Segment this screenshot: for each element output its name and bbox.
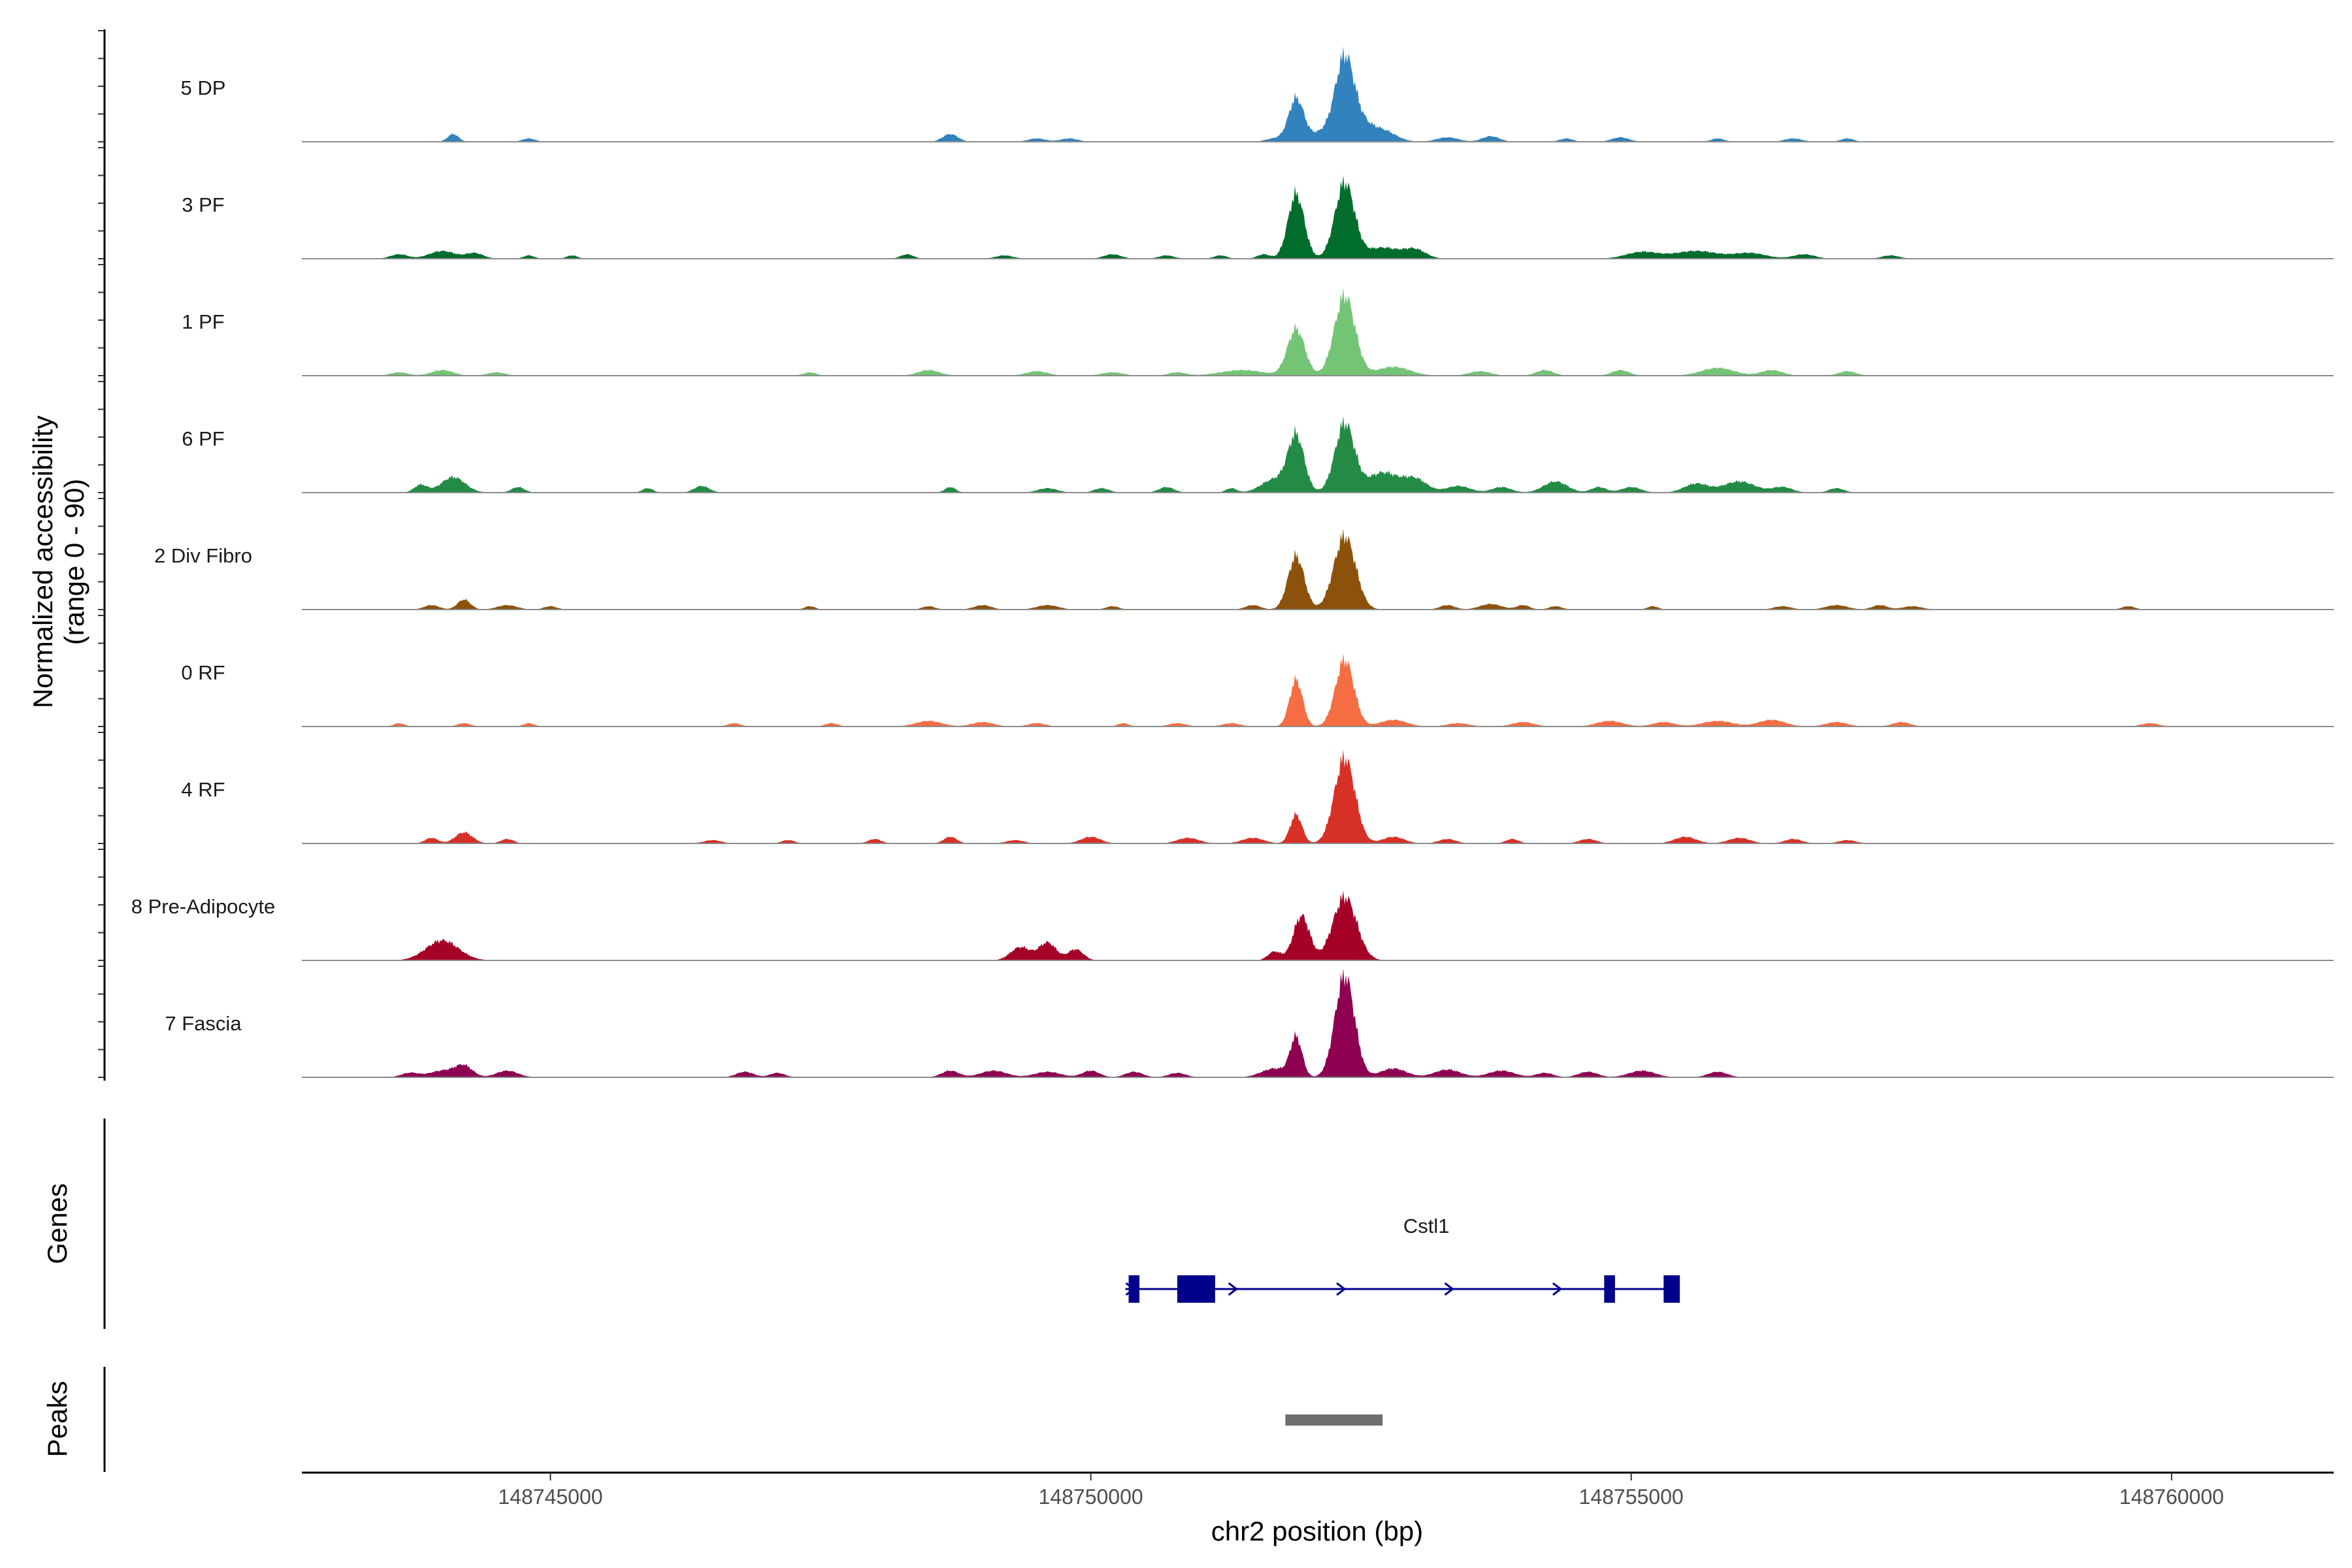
peaks-panel: Peaks xyxy=(42,1367,1383,1472)
coverage-area xyxy=(302,287,2334,376)
track-label: 1 PF xyxy=(182,310,224,333)
track-label: 8 Pre-Adipocyte xyxy=(131,895,276,918)
strand-arrow xyxy=(1552,1282,1563,1296)
genes-label: Genes xyxy=(42,1183,73,1264)
accessibility-axis xyxy=(98,29,106,1081)
called-peaks xyxy=(1285,1414,1383,1426)
strand-arrow xyxy=(1444,1282,1455,1296)
coverage-area xyxy=(302,416,2334,493)
x-tick-label: 148755000 xyxy=(1579,1485,1684,1509)
x-tick-label: 148750000 xyxy=(1039,1485,1143,1509)
x-axis-title: chr2 position (bp) xyxy=(1211,1516,1424,1546)
track-1-pf: 1 PF xyxy=(182,287,2334,376)
y-axis-title-line1: Normalized accessibility xyxy=(27,416,58,708)
track-8-pre-adipocyte: 8 Pre-Adipocyte xyxy=(131,890,2334,961)
peaks-label: Peaks xyxy=(42,1381,73,1458)
exon xyxy=(1663,1275,1680,1303)
coverage-area xyxy=(302,749,2334,843)
gene-model xyxy=(1125,1275,1680,1303)
track-label: 7 Fascia xyxy=(165,1012,242,1035)
track-label: 3 PF xyxy=(182,193,224,216)
y-axis-title-line2: (range 0 - 90) xyxy=(59,479,90,645)
x-axis: 148745000 148750000 148755000 148760000 xyxy=(302,1471,2334,1509)
coverage-area xyxy=(302,890,2334,960)
coverage-area xyxy=(302,46,2334,142)
genes-panel: Genes Cstl1 xyxy=(42,1119,1680,1329)
coverage-area xyxy=(302,653,2334,727)
track-4-rf: 4 RF xyxy=(181,749,2334,844)
strand-arrow xyxy=(1336,1282,1347,1296)
track-3-pf: 3 PF xyxy=(182,174,2334,259)
track-7-fascia: 7 Fascia xyxy=(165,968,2334,1078)
track-label: 4 RF xyxy=(181,778,225,801)
exon xyxy=(1604,1275,1615,1303)
track-5-dp: 5 DP xyxy=(181,46,2334,142)
coverage-area xyxy=(302,968,2334,1077)
track-label: 2 Div Fibro xyxy=(154,544,252,567)
gene-name: Cstl1 xyxy=(1403,1215,1450,1237)
coverage-area xyxy=(302,174,2334,259)
track-label: 0 RF xyxy=(181,661,225,684)
track-2-div-fibro: 2 Div Fibro xyxy=(154,529,2334,610)
track-label: 5 DP xyxy=(181,76,226,99)
coverage-tracks: 5 DP 3 PF 1 PF 6 PF 2 Div Fibro 0 RF 4 RF 8 Pre… xyxy=(131,46,2334,1078)
track-label: 6 PF xyxy=(182,427,224,450)
coverage-area xyxy=(302,529,2334,610)
exon xyxy=(1128,1275,1140,1303)
x-tick-label: 148745000 xyxy=(498,1485,602,1509)
track-0-rf: 0 RF xyxy=(181,653,2334,727)
exon xyxy=(1177,1275,1215,1303)
x-tick-label: 148760000 xyxy=(2119,1485,2224,1509)
track-6-pf: 6 PF xyxy=(182,416,2334,493)
strand-arrow xyxy=(1228,1282,1239,1296)
peak-bar xyxy=(1285,1414,1383,1426)
